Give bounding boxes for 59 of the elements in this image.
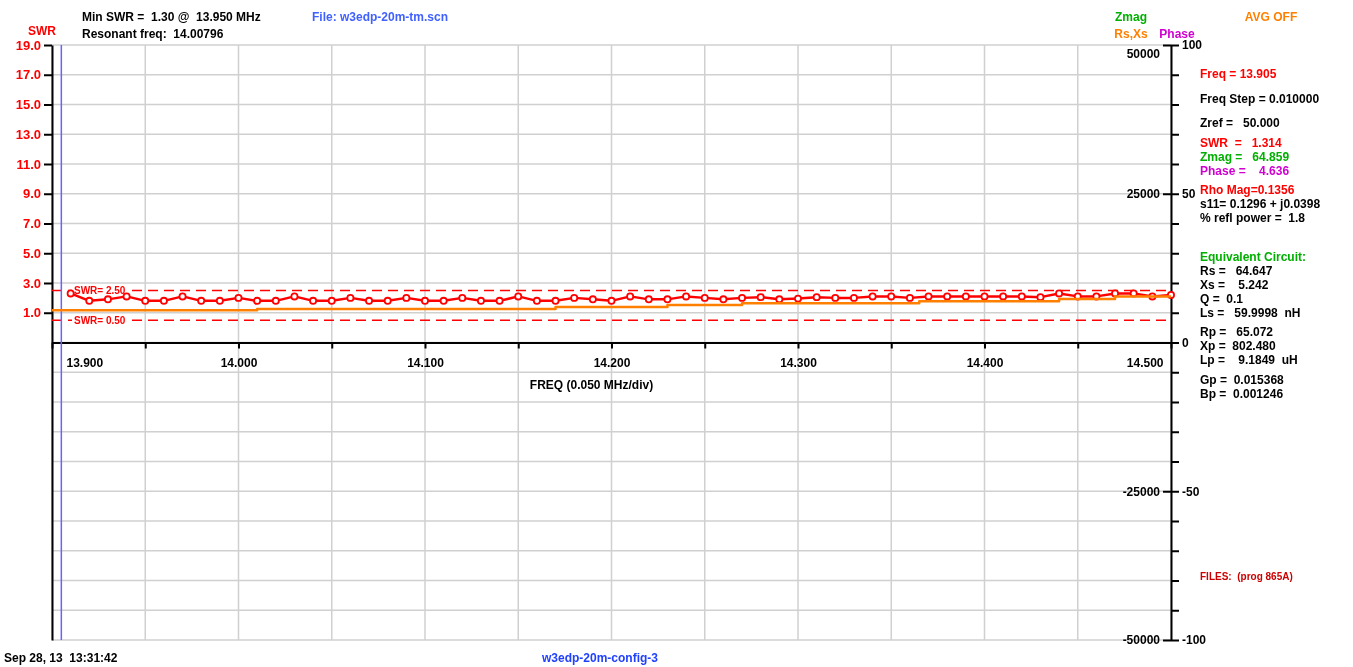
text: Phase = 4.636 [1200, 164, 1290, 178]
y2-tick-label: 0 [1182, 335, 1189, 350]
y2-tick-label: -100 [1182, 633, 1207, 648]
text: Gp = 0.015368 [1200, 373, 1285, 387]
x-tick-label: 14.000 [220, 356, 258, 371]
text: Bp = 0.001246 [1200, 387, 1284, 401]
text: Zmag = 64.859 [1200, 150, 1290, 164]
text: Rp = 65.072 [1200, 325, 1274, 339]
y-tick-label: 13.0 [15, 126, 41, 142]
y-tick-label: 5.0 [22, 245, 41, 261]
y-tick-label: 19.0 [15, 37, 41, 53]
text: Q = 0.1 [1200, 292, 1244, 306]
x-tick-label: 13.900 [66, 356, 104, 371]
x-tick-label: 14.500 [1126, 356, 1164, 371]
ref-line-label: SWR= 2.50 [74, 285, 126, 297]
text: Xp = 802.480 [1200, 339, 1277, 353]
text: AVG OFF [1244, 10, 1298, 24]
text: s11= 0.1296 + j0.0398 [1200, 197, 1321, 211]
text: Freq Step = 0.010000 [1200, 92, 1320, 106]
text: Sep 28, 13 13:31:42 [4, 651, 118, 665]
y-tick-label: 17.0 [15, 67, 41, 83]
y2-tick-label: 50 [1182, 187, 1196, 202]
text: SWR = 1.314 [1200, 136, 1283, 150]
y2-tick-label: 100 [1182, 38, 1203, 53]
y-tick-label: 7.0 [22, 216, 41, 232]
y-tick-label: 3.0 [22, 275, 41, 291]
text: Equivalent Circuit: [1200, 250, 1307, 264]
y3-tick-label: -25000 [1122, 484, 1161, 499]
text: Ls = 59.9998 nH [1200, 306, 1301, 320]
text: Zref = 50.000 [1200, 116, 1281, 130]
text: % refl power = 1.8 [1200, 211, 1306, 225]
y3-tick-label: -50000 [1122, 633, 1161, 648]
text: File: w3edp-20m-tm.scn [312, 10, 449, 24]
x-axis-title: FREQ (0.050 MHz/div) [529, 377, 654, 392]
x-tick-label: 14.300 [780, 356, 818, 371]
text: Min SWR = 1.30 @ 13.950 MHz [82, 10, 261, 24]
y-tick-label: 9.0 [22, 186, 41, 202]
x-tick-label: 14.100 [407, 356, 445, 371]
text: FILES: (prog 865A) [1200, 571, 1293, 582]
text: Freq = 13.905 [1200, 67, 1277, 81]
x-tick-label: 14.400 [966, 356, 1004, 371]
text: w3edp-20m-config-3 [541, 651, 659, 665]
text: Xs = 5.242 [1200, 278, 1269, 292]
y3-tick-label: 50000 [1126, 46, 1161, 61]
y-tick-label: 11.0 [16, 156, 41, 172]
text: Lp = 9.1849 uH [1200, 353, 1298, 367]
x-tick-label: 14.200 [593, 356, 631, 371]
y3-tick-label: 25000 [1126, 187, 1161, 202]
ref-line-label: SWR= 0.50 [74, 315, 126, 327]
y-axis-title: SWR [28, 24, 57, 38]
y-tick-label: 1.0 [22, 305, 41, 321]
y2-tick-label: -50 [1182, 484, 1200, 499]
text: Rs,Xs [1114, 27, 1148, 41]
text: Resonant freq: 14.00796 [82, 27, 224, 41]
text: Rho Mag=0.1356 [1200, 183, 1295, 197]
text: Phase [1159, 27, 1195, 41]
text: Zmag [1114, 10, 1148, 24]
y-tick-label: 15.0 [15, 97, 41, 113]
text: Rs = 64.647 [1200, 264, 1273, 278]
